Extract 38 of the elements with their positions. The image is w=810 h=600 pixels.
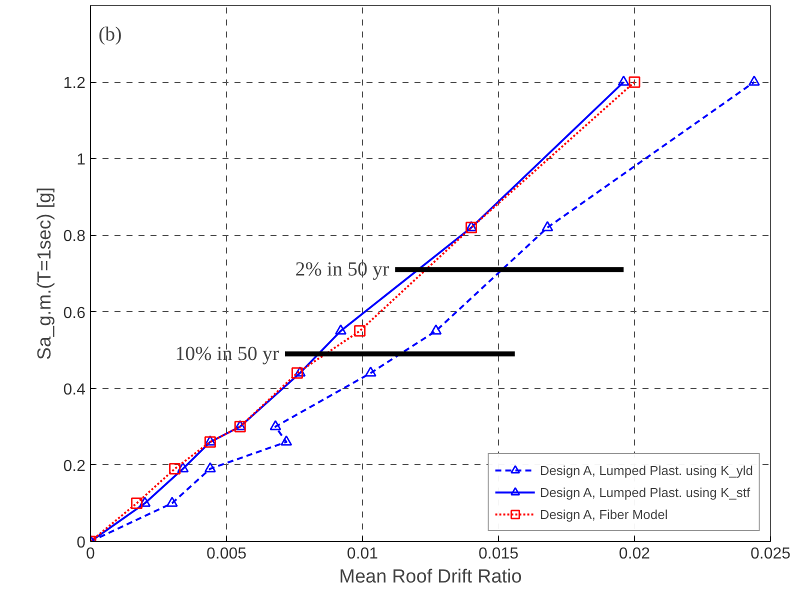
legend-label: Design A, Lumped Plast. using K_stf: [540, 484, 750, 500]
point: [280, 435, 292, 446]
point: [139, 496, 151, 507]
point: [542, 221, 554, 232]
y-tick-label: 1.2: [63, 75, 86, 92]
annotation: 10% in 50 yr: [175, 342, 280, 365]
x-axis-title: Mean Roof Drift Ratio: [339, 566, 522, 588]
point: [748, 76, 760, 86]
x-tick-label: 0.005: [206, 546, 247, 562]
y-tick-label: 0.4: [63, 381, 86, 398]
point: [294, 366, 306, 377]
annotation: 2% in 50 yr: [295, 258, 390, 281]
point: [166, 496, 178, 507]
point: [354, 325, 366, 337]
annotation: (b): [98, 24, 122, 46]
y-tick-label: 0.8: [63, 228, 86, 246]
point: [618, 76, 630, 86]
x-tick-label: 0.02: [618, 546, 650, 562]
point: [177, 462, 189, 472]
point: [169, 463, 181, 475]
point: [291, 367, 303, 379]
y-tick-label: 1: [76, 152, 86, 169]
y-tick-label: 0.2: [63, 458, 86, 475]
point: [364, 366, 376, 377]
point: [334, 324, 346, 335]
x-tick-label: 0.015: [478, 546, 519, 562]
y-tick-label: 0: [76, 534, 86, 552]
point: [628, 76, 640, 88]
point: [204, 462, 216, 472]
legend-label: Design A, Fiber Model: [540, 506, 668, 522]
x-tick-label: 0.01: [346, 546, 378, 562]
point: [430, 324, 442, 335]
x-tick-label: 0.025: [750, 546, 791, 562]
y-tick-label: 0.6: [63, 304, 86, 322]
legend-label: Design A, Lumped Plast. using K_yld: [540, 462, 753, 478]
point: [270, 420, 282, 430]
point: [130, 497, 142, 509]
y-axis-title: Sa_g.m.(T=1sec) [g]: [34, 187, 56, 360]
